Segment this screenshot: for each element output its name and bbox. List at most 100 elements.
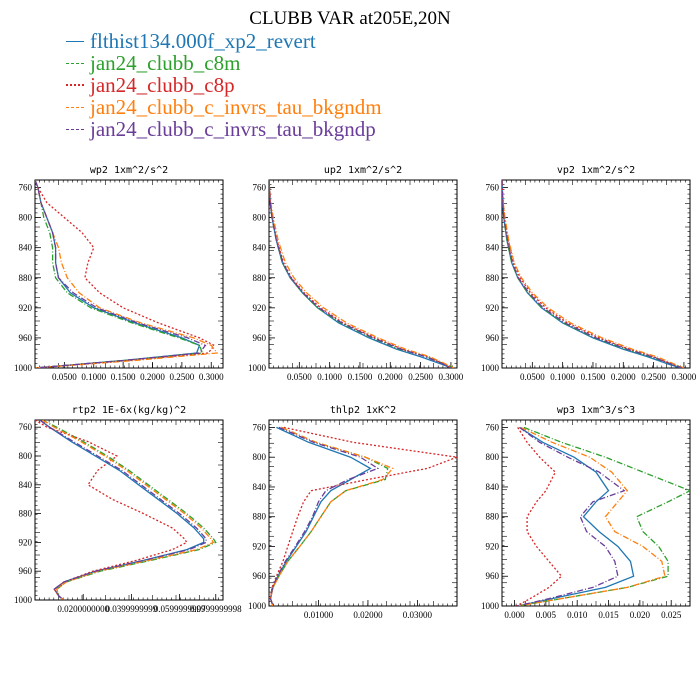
y-tick-label: 880 xyxy=(253,273,267,283)
legend-label: jan24_clubb_c8p xyxy=(90,72,235,97)
x-tick-label: 0.2500 xyxy=(408,372,433,382)
panel-title: wp2 1xm^2/s^2 xyxy=(90,165,168,176)
x-tick-label: 0.0500 xyxy=(520,372,545,382)
panel-title: vp2 1xm^2/s^2 xyxy=(557,165,635,176)
y-tick-label: 960 xyxy=(19,566,33,576)
x-tick-label: 0.1500 xyxy=(348,372,373,382)
x-tick-label: 0.0599999999 xyxy=(154,604,206,614)
series-line xyxy=(35,420,188,600)
series-line xyxy=(502,180,682,368)
legend-label: jan24_clubb_c8m xyxy=(90,50,241,75)
series-line xyxy=(35,180,207,368)
x-tick-label: 0.020 xyxy=(630,610,651,620)
y-tick-label: 920 xyxy=(486,303,500,313)
x-tick-label: 0.000 xyxy=(504,610,525,620)
x-tick-label: 0.1500 xyxy=(111,372,136,382)
series-line xyxy=(502,180,683,368)
chart-panel: wp2 1xm^2/s^2 760 800 840 880 920 960 1000 0.050… xyxy=(14,165,224,382)
legend-line-swatch xyxy=(66,62,84,64)
y-tick-label: 960 xyxy=(486,333,500,343)
y-tick-label: 960 xyxy=(253,571,267,581)
legend-label: flthist134.000f_xp2_revert xyxy=(90,28,316,53)
y-tick-label: 1000 xyxy=(481,601,500,611)
x-tick-label: 0.2500 xyxy=(641,372,666,382)
series-line xyxy=(502,180,685,368)
panel-title: thlp2 1xK^2 xyxy=(330,405,396,416)
series-line xyxy=(35,180,204,368)
legend-item: flthist134.000f_xp2_revert xyxy=(66,28,382,53)
x-tick-label: 0.1000 xyxy=(81,372,106,382)
y-tick-label: 880 xyxy=(253,512,267,522)
series-line xyxy=(35,180,216,368)
y-tick-label: 840 xyxy=(253,243,267,253)
y-tick-label: 760 xyxy=(19,422,33,432)
legend-item: jan24_clubb_c_invrs_tau_bkgndp xyxy=(66,116,382,141)
x-tick-label: 0.0399999999 xyxy=(106,604,158,614)
series-line xyxy=(269,426,394,606)
y-tick-label: 880 xyxy=(486,512,500,522)
y-tick-label: 1000 xyxy=(481,363,500,373)
y-tick-label: 880 xyxy=(19,273,33,283)
x-tick-label: 0.025 xyxy=(661,610,682,620)
series-line xyxy=(269,180,455,368)
x-tick-label: 0.1000 xyxy=(317,372,342,382)
series-line xyxy=(41,420,215,600)
y-tick-label: 840 xyxy=(19,480,33,490)
legend: flthist134.000f_xp2_revert jan24_clubb_c8… xyxy=(66,28,382,141)
legend-label: jan24_clubb_c_invrs_tau_bkgndm xyxy=(90,94,382,119)
legend-item: jan24_clubb_c8m xyxy=(66,50,382,75)
chart-panel: vp2 1xm^2/s^2 760 800 840 880 920 960 1000 0.050… xyxy=(481,165,697,382)
x-tick-label: 0.1000 xyxy=(550,372,575,382)
panel-title: rtp2 1E-6x(kg/kg)^2 xyxy=(72,405,186,416)
series-line xyxy=(41,420,217,600)
y-tick-label: 920 xyxy=(486,541,500,551)
series-line xyxy=(516,426,626,606)
series-line xyxy=(39,420,207,600)
series-line xyxy=(269,426,389,606)
y-tick-label: 920 xyxy=(253,303,267,313)
series-line xyxy=(517,426,666,606)
y-tick-label: 880 xyxy=(19,509,33,519)
series-line xyxy=(269,426,457,606)
y-tick-label: 760 xyxy=(19,183,33,193)
series-line xyxy=(269,180,452,368)
legend-label: jan24_clubb_c_invrs_tau_bkgndp xyxy=(90,116,376,141)
series-line xyxy=(39,420,205,600)
y-tick-label: 800 xyxy=(19,451,33,461)
legend-line-swatch xyxy=(66,40,84,42)
series-line xyxy=(502,180,683,368)
x-tick-label: 0.01000 xyxy=(304,610,334,620)
y-tick-label: 1000 xyxy=(248,363,267,373)
y-tick-label: 760 xyxy=(253,422,267,432)
y-tick-label: 920 xyxy=(19,303,33,313)
x-tick-label: 0.3000 xyxy=(439,372,464,382)
x-tick-label: 0.005 xyxy=(536,610,557,620)
series-line xyxy=(269,180,455,368)
y-tick-label: 840 xyxy=(19,243,33,253)
chart-panel: thlp2 1xK^2 760 800 840 880 920 960 1000 0.01000… xyxy=(248,405,458,620)
plot-frame xyxy=(501,179,691,369)
x-tick-label: 0.3000 xyxy=(672,372,697,382)
y-tick-label: 840 xyxy=(486,243,500,253)
x-tick-label: 0.2000 xyxy=(378,372,403,382)
chart-panel: up2 1xm^2/s^2 760 800 840 880 920 960 1000 0.050… xyxy=(248,165,464,382)
x-tick-label: 0.2000 xyxy=(611,372,636,382)
x-tick-label: 0.02000 xyxy=(353,610,383,620)
y-tick-label: 840 xyxy=(486,482,500,492)
page-title: CLUBB VAR at205E,20N xyxy=(249,8,451,29)
x-tick-label: 0.1500 xyxy=(581,372,606,382)
series-line xyxy=(269,180,452,368)
series-line xyxy=(35,180,219,368)
legend-item: jan24_clubb_c_invrs_tau_bkgndm xyxy=(66,94,382,119)
y-tick-label: 920 xyxy=(19,537,33,547)
plot-frame xyxy=(34,179,224,369)
series-line xyxy=(517,426,635,606)
x-tick-label: 0.2500 xyxy=(170,372,195,382)
series-line xyxy=(35,180,201,368)
y-tick-label: 1000 xyxy=(14,595,33,605)
y-tick-label: 1000 xyxy=(248,601,267,611)
y-tick-label: 800 xyxy=(486,452,500,462)
y-tick-label: 760 xyxy=(253,183,267,193)
x-tick-label: 0.010 xyxy=(567,610,588,620)
